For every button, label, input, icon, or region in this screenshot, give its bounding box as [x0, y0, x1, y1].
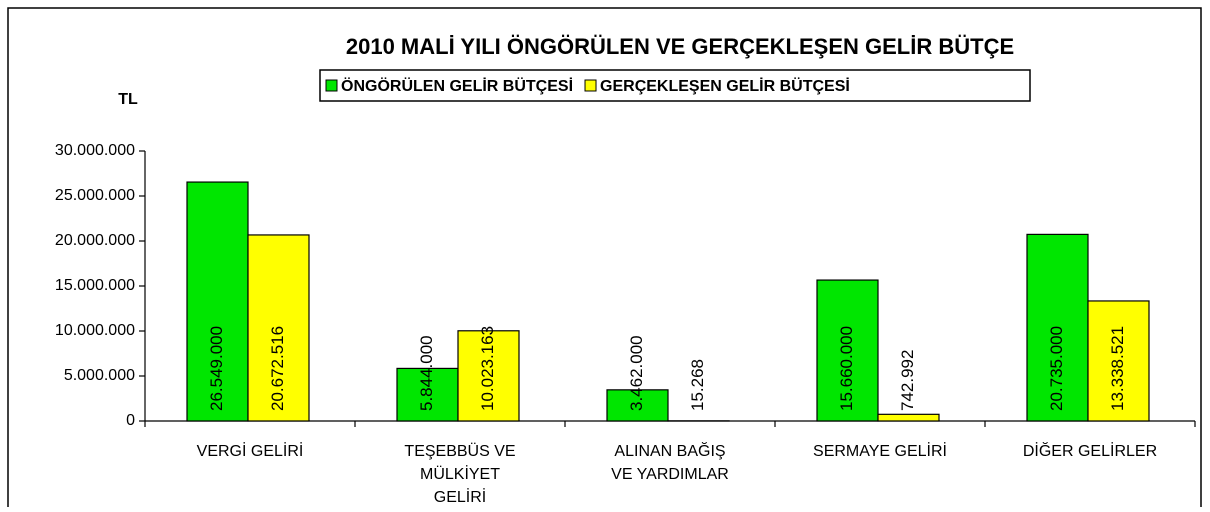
value-label: 3.462.000 [627, 335, 646, 411]
legend-swatch [326, 80, 337, 91]
value-label: 742.992 [898, 350, 917, 411]
value-label: 15.660.000 [837, 326, 856, 411]
value-label: 13.338.521 [1108, 326, 1127, 411]
y-axis-label: TL [118, 91, 138, 108]
bar [878, 414, 939, 421]
y-tick-label: 15.000.000 [55, 277, 135, 294]
x-tick-label: SERMAYE GELİRİ [813, 441, 947, 460]
y-tick-label: 0 [126, 412, 135, 429]
x-tick-label: DİĞER GELİRLER [1023, 441, 1157, 460]
legend-swatch [585, 80, 596, 91]
y-tick-label: 30.000.000 [55, 142, 135, 159]
value-label: 26.549.000 [207, 326, 226, 411]
value-label: 5.844.000 [417, 335, 436, 411]
y-tick-label: 25.000.000 [55, 187, 135, 204]
y-tick-label: 20.000.000 [55, 232, 135, 249]
legend-label: ÖNGÖRÜLEN GELİR BÜTÇESİ [341, 76, 573, 95]
x-tick-label: VERGİ GELİRİ [197, 441, 304, 460]
value-label: 20.672.516 [268, 326, 287, 411]
y-tick-label: 5.000.000 [64, 367, 135, 384]
chart-title: 2010 MALİ YILI ÖNGÖRÜLEN VE GERÇEKLEŞEN … [346, 34, 1014, 59]
value-label: 20.735.000 [1047, 326, 1066, 411]
y-tick-label: 10.000.000 [55, 322, 135, 339]
value-label: 10.023.163 [478, 326, 497, 411]
legend-label: GERÇEKLEŞEN GELİR BÜTÇESİ [600, 76, 850, 95]
value-label: 15.268 [688, 359, 707, 411]
